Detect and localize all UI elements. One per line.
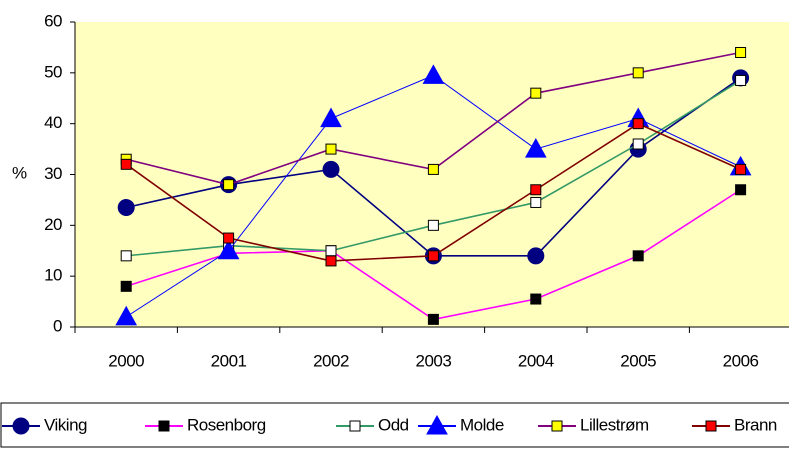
marker — [735, 163, 747, 175]
x-tick-label: 2005 — [620, 351, 656, 370]
marker — [524, 138, 547, 158]
marker — [325, 255, 337, 267]
marker — [223, 179, 235, 191]
marker — [320, 107, 342, 128]
marker — [632, 118, 644, 130]
marker — [735, 47, 747, 58]
legend-label: Viking — [44, 415, 87, 434]
marker — [217, 239, 240, 260]
marker — [632, 250, 644, 262]
legend-label: Rosenborg — [187, 415, 266, 434]
marker — [422, 64, 445, 84]
marker — [705, 420, 717, 432]
marker — [325, 245, 337, 257]
marker — [117, 199, 135, 217]
marker — [632, 138, 644, 150]
legend-label: Odd — [378, 415, 409, 434]
marker — [158, 420, 170, 432]
marker — [427, 163, 439, 175]
y-tick-label: 10 — [44, 266, 62, 285]
marker — [427, 219, 439, 231]
marker — [632, 67, 644, 79]
x-tick-label: 2004 — [518, 351, 554, 370]
marker — [120, 250, 132, 262]
y-tick-label: 40 — [44, 113, 62, 132]
marker — [427, 250, 439, 262]
legend-label: Molde — [460, 415, 504, 434]
marker — [349, 420, 361, 432]
marker — [530, 293, 542, 305]
y-tick-label: 0 — [53, 316, 62, 335]
marker — [426, 414, 448, 435]
marker — [735, 184, 747, 196]
x-tick-label: 2003 — [415, 351, 451, 370]
marker — [530, 184, 542, 196]
marker — [427, 313, 439, 325]
x-tick-label: 2000 — [108, 351, 144, 370]
x-tick-label: 2006 — [723, 351, 759, 370]
marker — [115, 305, 138, 326]
legend-label: Lillestrøm — [580, 415, 649, 434]
marker — [223, 232, 235, 244]
marker — [530, 196, 542, 208]
y-tick-label: 30 — [44, 164, 62, 183]
marker — [12, 417, 30, 435]
marker — [120, 280, 132, 292]
marker — [120, 158, 132, 170]
legend — [0, 402, 789, 448]
y-tick-label: 20 — [44, 215, 62, 234]
legend-label: Brann — [734, 415, 777, 434]
x-tick-label: 2002 — [313, 351, 349, 370]
y-axis-label: % — [12, 163, 27, 182]
marker — [527, 247, 545, 265]
marker — [735, 74, 747, 86]
marker — [530, 87, 542, 99]
y-tick-label: 60 — [44, 11, 62, 30]
marker — [322, 160, 340, 178]
x-tick-label: 2001 — [211, 351, 247, 370]
marker — [551, 420, 563, 432]
marker — [325, 143, 337, 155]
y-tick-label: 50 — [44, 62, 62, 81]
